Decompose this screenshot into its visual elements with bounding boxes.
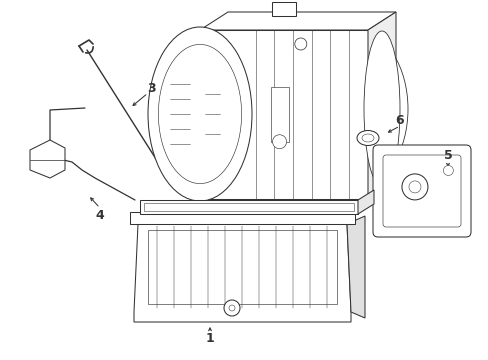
Circle shape bbox=[224, 300, 240, 316]
Ellipse shape bbox=[361, 134, 373, 142]
Text: 6: 6 bbox=[395, 113, 404, 126]
Bar bbox=[143, 203, 353, 211]
Polygon shape bbox=[357, 190, 373, 214]
Bar bbox=[148, 230, 336, 304]
Ellipse shape bbox=[356, 131, 378, 145]
Polygon shape bbox=[200, 12, 395, 30]
Text: 4: 4 bbox=[96, 208, 104, 221]
Circle shape bbox=[228, 305, 235, 311]
Polygon shape bbox=[367, 12, 395, 199]
Circle shape bbox=[401, 174, 427, 200]
Text: 3: 3 bbox=[147, 81, 156, 95]
Text: 5: 5 bbox=[443, 149, 451, 162]
Circle shape bbox=[408, 181, 420, 193]
Polygon shape bbox=[134, 224, 350, 322]
Text: 1: 1 bbox=[205, 332, 214, 345]
Polygon shape bbox=[30, 140, 65, 178]
Circle shape bbox=[443, 166, 452, 176]
Bar bbox=[140, 200, 357, 214]
Ellipse shape bbox=[363, 31, 399, 187]
Bar bbox=[271, 2, 295, 16]
Bar bbox=[130, 212, 354, 224]
Text: 2: 2 bbox=[347, 220, 356, 233]
Circle shape bbox=[272, 135, 286, 149]
Polygon shape bbox=[346, 216, 364, 318]
FancyBboxPatch shape bbox=[372, 145, 470, 237]
Bar bbox=[270, 87, 288, 142]
Ellipse shape bbox=[148, 27, 251, 201]
Bar bbox=[200, 30, 367, 199]
Circle shape bbox=[294, 38, 306, 50]
